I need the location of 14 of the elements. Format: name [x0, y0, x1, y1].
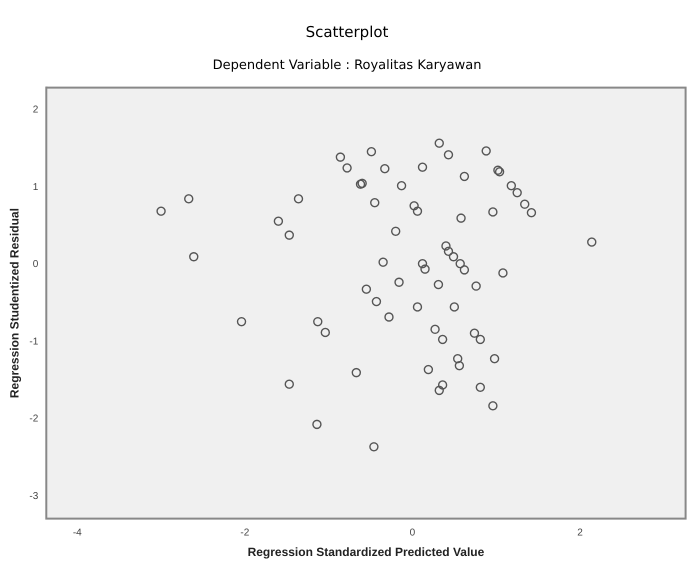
y-tick-label: -3: [29, 490, 39, 502]
y-tick-label: -2: [29, 414, 39, 425]
x-tick-label: -4: [72, 527, 82, 538]
y-axis-title: Regression Studentized Residual: [8, 208, 22, 398]
y-tick-label: 0: [32, 259, 39, 270]
x-tick-label: 0: [410, 527, 416, 538]
x-tick-label: -2: [240, 527, 250, 538]
x-axis-title: Regression Standardized Predicted Value: [248, 545, 485, 560]
y-tick-label: 1: [32, 182, 39, 193]
chart-subtitle: Dependent Variable : Royalitas Karyawan: [212, 58, 482, 74]
chart-title: Scatterplot: [306, 22, 389, 41]
y-tick-label: -1: [29, 336, 39, 348]
y-tick-label: 2: [32, 104, 39, 116]
x-tick-label: 2: [577, 527, 584, 538]
